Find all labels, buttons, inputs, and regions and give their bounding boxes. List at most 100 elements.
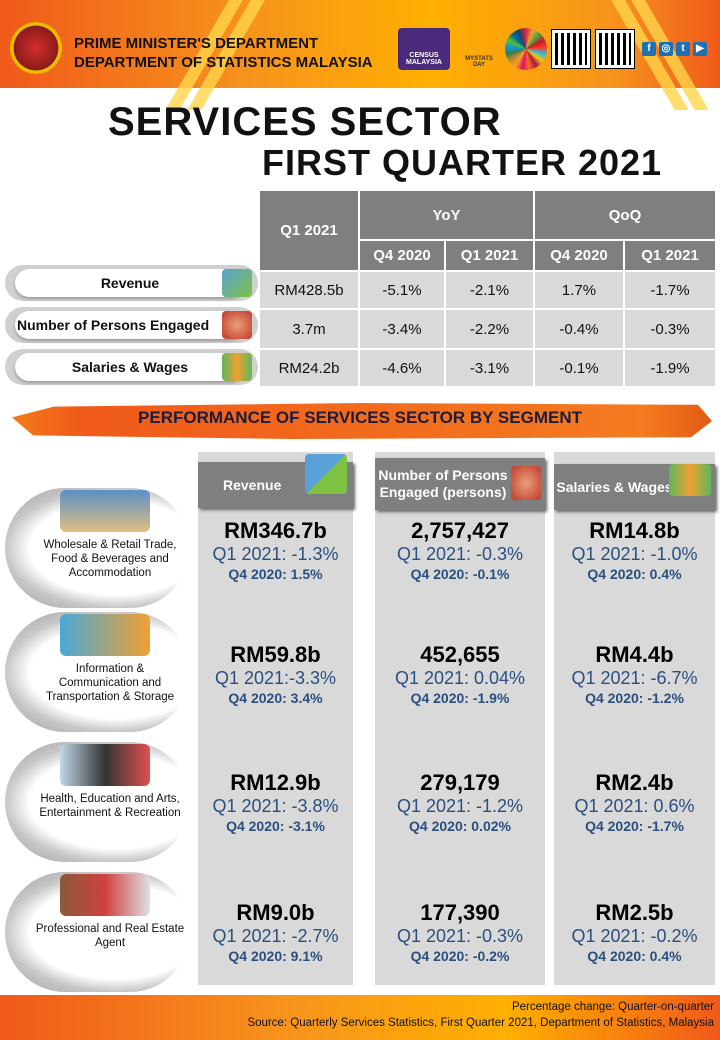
summary-label-revenue: Revenue: [5, 265, 258, 301]
segment-label: Wholesale & Retail Trade, Food & Beverag…: [5, 488, 190, 608]
segment-revenue-cell: RM59.8b Q1 2021:-3.3% Q4 2020: 3.4%: [198, 642, 353, 707]
summary-label-salaries: Salaries & Wages: [5, 349, 258, 385]
segment-persons-cell: 2,757,427 Q1 2021: -0.3% Q4 2020: -0.1%: [375, 518, 545, 583]
segment-value: RM346.7b: [224, 518, 327, 543]
segment-q4-change: Q4 2020: -1.9%: [410, 690, 510, 706]
org-line-1: PRIME MINISTER'S DEPARTMENT: [74, 35, 319, 52]
ict-transport-icon: [60, 614, 150, 656]
header-yoy: YoY: [360, 191, 533, 239]
segment-revenue-cell: RM9.0b Q1 2021: -2.7% Q4 2020: 9.1%: [198, 900, 353, 965]
segment-q1-change: Q1 2021: -3.8%: [212, 796, 339, 816]
segment-q4-change: Q4 2020: -0.1%: [410, 566, 510, 582]
segment-q4-change: Q4 2020: 1.5%: [228, 566, 323, 582]
segment-salaries-cell: RM2.4b Q1 2021: 0.6% Q4 2020: -1.7%: [554, 770, 715, 835]
summary-cell-value: RM428.5b: [260, 272, 358, 308]
section-banner: [12, 403, 712, 439]
segment-value: RM59.8b: [230, 642, 321, 667]
segment-value: RM2.4b: [595, 770, 674, 795]
summary-cell-qoq-q4: -0.4%: [535, 310, 623, 348]
summary-cell-qoq-q4: -0.1%: [535, 350, 623, 386]
segment-value: 279,179: [420, 770, 500, 795]
header-yoy-q1-2021: Q1 2021: [446, 241, 533, 270]
footer-banner: [0, 995, 720, 1040]
health-education-arts-icon: [60, 744, 150, 786]
title-line-2: FIRST QUARTER 2021: [262, 142, 663, 183]
segment-q1-change: Q1 2021:-3.3%: [214, 668, 337, 688]
instagram-icon[interactable]: ◎: [659, 42, 673, 56]
segment-q4-change: Q4 2020: 0.4%: [587, 566, 682, 582]
segment-q1-change: Q1 2021: -1.3%: [212, 544, 339, 564]
segment-label: Professional and Real Estate Agent: [5, 872, 190, 992]
summary-cell-qoq-q1: -1.9%: [625, 350, 715, 386]
segment-q1-change: Q1 2021: -0.3%: [396, 926, 524, 946]
money-icon: [669, 464, 711, 496]
segment-q1-change: Q1 2021: -2.7%: [212, 926, 339, 946]
segment-q4-change: Q4 2020: -1.7%: [585, 818, 684, 834]
sdg-logo: [505, 28, 547, 70]
segment-q1-change: Q1 2021: -0.2%: [571, 926, 698, 946]
summary-label-persons: Number of Persons Engaged: [5, 307, 258, 343]
segment-value: RM9.0b: [236, 900, 315, 925]
summary-cell-qoq-q1: -0.3%: [625, 310, 715, 348]
facebook-icon[interactable]: f: [642, 42, 656, 56]
segment-revenue-cell: RM12.9b Q1 2021: -3.8% Q4 2020: -3.1%: [198, 770, 353, 835]
salaries-column: [554, 452, 715, 985]
segment-label: Health, Education and Arts, Entertainmen…: [5, 742, 190, 862]
revenue-chart-icon: [305, 454, 347, 494]
professional-real-estate-icon: [60, 874, 150, 916]
footer-source: Source: Quarterly Services Statistics, F…: [247, 1017, 714, 1029]
summary-cell-yoy-q1: -2.2%: [446, 310, 533, 348]
column-header-persons: Number of Persons Engaged (persons): [375, 458, 545, 510]
segment-value: 2,757,427: [411, 518, 509, 543]
mystats-day-logo: MYSTATS DAY: [465, 56, 493, 68]
summary-cell-qoq-q1: -1.7%: [625, 272, 715, 308]
twitter-icon[interactable]: t: [676, 42, 690, 56]
persons-column: [375, 452, 545, 985]
segment-value: RM12.9b: [230, 770, 321, 795]
segment-q1-change: Q1 2021: -0.3%: [396, 544, 524, 564]
summary-cell-value: RM24.2b: [260, 350, 358, 386]
header-q1-2021: Q1 2021: [260, 191, 358, 270]
segment-value: RM4.4b: [595, 642, 674, 667]
segment-salaries-cell: RM2.5b Q1 2021: -0.2% Q4 2020: 0.4%: [554, 900, 715, 965]
segment-q1-change: Q1 2021: -1.0%: [571, 544, 698, 564]
revenue-chart-icon: [222, 269, 252, 297]
section-title: PERFORMANCE OF SERVICES SECTOR BY SEGMEN…: [138, 408, 582, 427]
header-yoy-q4-2020: Q4 2020: [360, 241, 444, 270]
segment-q1-change: Q1 2021: 0.6%: [574, 796, 695, 816]
segment-revenue-cell: RM346.7b Q1 2021: -1.3% Q4 2020: 1.5%: [198, 518, 353, 583]
segment-q4-change: Q4 2020: -1.2%: [585, 690, 684, 706]
segment-q4-change: Q4 2020: 3.4%: [228, 690, 323, 706]
money-icon: [222, 353, 252, 381]
summary-cell-yoy-q4: -4.6%: [360, 350, 444, 386]
summary-cell-qoq-q4: 1.7%: [535, 272, 623, 308]
qr-code-icon[interactable]: [551, 29, 591, 69]
segment-value: 452,655: [420, 642, 500, 667]
youtube-icon[interactable]: ▶: [693, 42, 707, 56]
segment-value: 177,390: [420, 900, 500, 925]
summary-cell-yoy-q1: -2.1%: [446, 272, 533, 308]
summary-cell-yoy-q4: -5.1%: [360, 272, 444, 308]
segment-salaries-cell: RM14.8b Q1 2021: -1.0% Q4 2020: 0.4%: [554, 518, 715, 583]
segment-persons-cell: 452,655 Q1 2021: 0.04% Q4 2020: -1.9%: [375, 642, 545, 707]
segment-persons-cell: 279,179 Q1 2021: -1.2% Q4 2020: 0.02%: [375, 770, 545, 835]
qr-code-facebook-icon[interactable]: [595, 29, 635, 69]
wholesale-retail-icon: [60, 490, 150, 532]
segment-label: Information & Communication and Transpor…: [5, 612, 190, 732]
summary-cell-yoy-q1: -3.1%: [446, 350, 533, 386]
revenue-column: [198, 452, 353, 985]
segment-q4-change: Q4 2020: -3.1%: [226, 818, 325, 834]
summary-cell-value: 3.7m: [260, 310, 358, 348]
summary-cell-yoy-q4: -3.4%: [360, 310, 444, 348]
segment-q4-change: Q4 2020: -0.2%: [410, 948, 510, 964]
segment-q1-change: Q1 2021: 0.04%: [394, 668, 526, 688]
segment-salaries-cell: RM4.4b Q1 2021: -6.7% Q4 2020: -1.2%: [554, 642, 715, 707]
column-header-revenue: Revenue: [198, 454, 353, 508]
segment-q4-change: Q4 2020: 0.4%: [587, 948, 682, 964]
segment-q4-change: Q4 2020: 0.02%: [409, 818, 511, 834]
segment-q1-change: Q1 2021: -6.7%: [571, 668, 698, 688]
segment-persons-cell: 177,390 Q1 2021: -0.3% Q4 2020: -0.2%: [375, 900, 545, 965]
census-logo: CENSUS MALAYSIA: [398, 28, 450, 70]
header-qoq: QoQ: [535, 191, 715, 239]
org-line-2: DEPARTMENT OF STATISTICS MALAYSIA: [74, 54, 373, 71]
